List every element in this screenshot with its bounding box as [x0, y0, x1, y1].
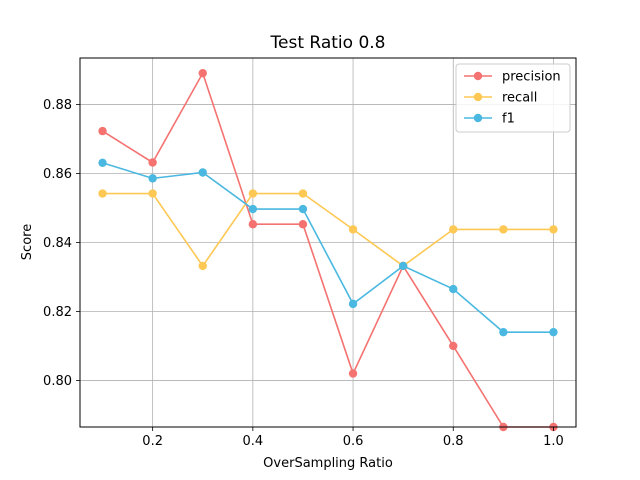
legend: precision recall f1	[455, 63, 571, 133]
legend-marker	[473, 92, 483, 102]
precision-point	[348, 369, 358, 378]
x-tick-label: 0.6	[343, 434, 364, 449]
legend-label: precision	[502, 70, 561, 85]
f1-point	[499, 327, 508, 337]
recall-point	[549, 225, 558, 234]
recall-point	[148, 189, 157, 198]
recall-point	[499, 225, 508, 234]
f1-point	[248, 204, 258, 214]
legend-label: f1	[502, 112, 515, 127]
recall-point	[298, 189, 308, 198]
f1-point	[348, 299, 358, 309]
y-tick-label: 0.84	[43, 236, 72, 251]
recall-point	[248, 189, 258, 198]
f1-line	[102, 162, 554, 333]
f1-point	[198, 168, 207, 177]
recall-point	[198, 261, 207, 271]
x-tick-label: 0.8	[443, 434, 464, 449]
f1-point	[549, 327, 558, 337]
ticks: 0.2 0.4 0.6 0.8 1.0 0.80 0.82 0.84 0.86 0.88	[43, 98, 564, 449]
x-axis-label: OverSampling Ratio	[263, 456, 393, 471]
recall-point	[98, 189, 107, 198]
legend-marker	[473, 71, 483, 81]
y-tick-label: 0.88	[43, 98, 72, 113]
x-tick-label: 1.0	[543, 434, 564, 449]
precision-point	[248, 220, 258, 229]
precision-point	[98, 126, 107, 136]
y-tick-label: 0.80	[43, 374, 72, 389]
precision-point	[449, 341, 458, 351]
legend-item-f1: f1	[464, 112, 515, 127]
series-layer	[98, 68, 558, 432]
f1-point	[98, 158, 107, 168]
f1-point	[298, 204, 308, 214]
f1-point	[449, 284, 458, 294]
f1-point	[148, 174, 157, 183]
precision-point	[198, 68, 207, 78]
series-recall	[98, 189, 558, 271]
x-tick-label: 0.4	[243, 434, 264, 449]
precision-line	[102, 71, 554, 428]
legend-box	[455, 63, 571, 133]
precision-point	[298, 220, 308, 229]
x-tick-label: 0.2	[142, 434, 163, 449]
y-tick-label: 0.82	[43, 305, 72, 320]
legend-label: recall	[502, 91, 537, 106]
recall-line	[102, 192, 554, 268]
series-f1	[98, 158, 558, 337]
legend-marker	[473, 113, 483, 123]
recall-point	[348, 225, 358, 234]
y-axis-label: Score	[20, 224, 35, 260]
chart-title: Test Ratio 0.8	[270, 33, 386, 53]
legend-item-precision: precision	[464, 70, 561, 85]
precision-point	[148, 158, 157, 167]
legend-item-recall: recall	[464, 91, 537, 106]
y-tick-label: 0.86	[43, 167, 72, 182]
recall-point	[449, 225, 458, 234]
f1-point	[398, 261, 408, 271]
